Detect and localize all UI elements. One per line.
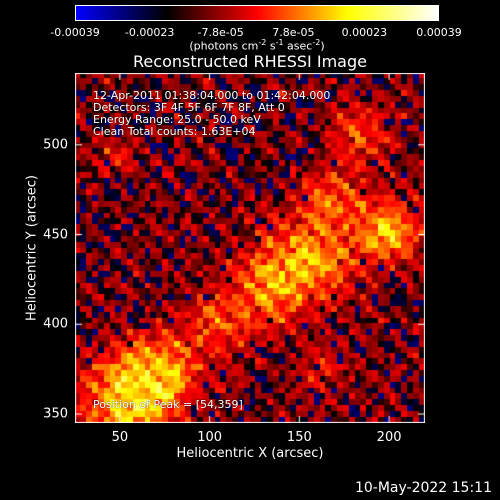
energy-range-label: Energy Range: 25.0 - 50.0 keV [93,113,261,126]
detectors-label: Detectors: 3F 4F 5F 6F 7F 8F, Att 0 [93,101,285,114]
y-tick-label: 350 [43,406,68,422]
x-tick-label: 50 [111,430,129,445]
footer-date: 10-May-2022 15:11 [354,480,492,496]
colorbar-tick-label: 0.00039 [416,26,462,39]
x-tick-label: 200 [376,430,402,445]
y-tick-label: 400 [43,316,68,332]
chart-title: Reconstructed RHESSI Image [133,52,367,71]
x-tick-label: 150 [286,430,312,445]
time-range-label: 12-Apr-2011 01:38:04.000 to 01:42:04.000 [93,89,331,102]
x-tick-label: 100 [197,430,223,445]
peak-position-label: Position of Peak = [54,359] [93,398,243,411]
colorbar-tick-label: -0.00023 [124,26,175,39]
colorbar-tick-label: -0.00039 [50,26,100,39]
colorbar-units: (photons cm-2 s-1 asec-2) [189,38,325,53]
colorbar [75,5,439,21]
heatmap-image [75,73,425,423]
y-tick-label: 450 [43,227,68,243]
colorbar-tick-label: 7.8e-05 [272,26,315,39]
colorbar-tick-label: -7.8e-05 [197,26,244,39]
y-axis-label: Heliocentric Y (arcsec) [24,175,40,321]
x-axis-label: Heliocentric X (arcsec) [176,446,324,461]
colorbar-tick-label: 0.00023 [341,26,388,39]
clean-counts-label: Clean Total counts: 1.63E+04 [93,125,256,138]
y-tick-label: 500 [43,137,68,153]
